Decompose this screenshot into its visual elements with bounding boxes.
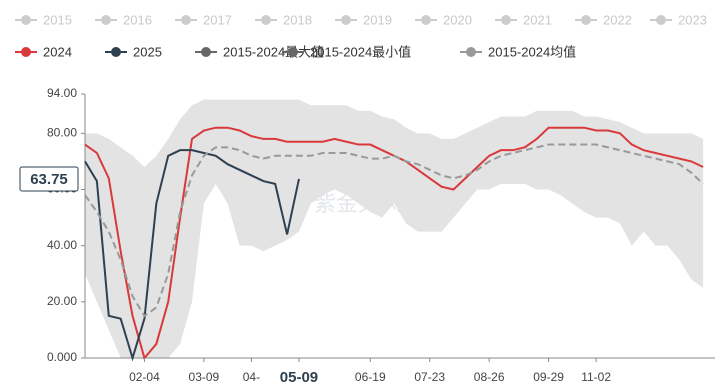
x-tick-label: 09-29	[533, 370, 564, 384]
y-tick-label: 80.00	[47, 125, 77, 139]
legend-marker	[656, 15, 666, 25]
legend-marker	[111, 47, 121, 57]
legend-marker	[288, 47, 298, 57]
legend-label: 2020	[443, 12, 472, 27]
legend-marker	[101, 15, 111, 25]
y-tick-label: 0.000	[47, 350, 77, 364]
legend-marker	[341, 15, 351, 25]
legend-label: 2016	[123, 12, 152, 27]
y-tick-label: 20.00	[47, 294, 77, 308]
value-readout: 63.75	[30, 171, 68, 188]
x-tick-label: 04-	[243, 370, 260, 384]
legend-label: 2015-2024均值	[488, 44, 576, 59]
legend-label: 2017	[203, 12, 232, 27]
legend-label: 2015-2024最大值	[223, 44, 324, 59]
legend-label: 2024	[43, 44, 72, 59]
y-tick-label: 94.00	[47, 86, 77, 100]
legend-marker	[501, 15, 511, 25]
legend-label: 2021	[523, 12, 552, 27]
legend-label: 2023	[678, 12, 707, 27]
legend-marker	[21, 47, 31, 57]
series-line	[84, 149, 300, 362]
x-tick-label: 08-26	[474, 370, 505, 384]
x-tick-label: 03-09	[189, 370, 220, 384]
legend-label: 2015	[43, 12, 72, 27]
legend-marker	[181, 15, 191, 25]
series-line	[84, 143, 704, 318]
range-band	[85, 99, 704, 359]
y-tick-label: 40.00	[47, 238, 77, 252]
x-tick-label: 11-02	[581, 370, 611, 384]
legend-marker	[201, 47, 211, 57]
x-tick-label: 02-04	[129, 370, 160, 384]
legend-marker	[581, 15, 591, 25]
legend-marker	[21, 15, 31, 25]
legend-label: 2015-2024最小值	[310, 44, 411, 59]
legend-marker	[261, 15, 271, 25]
x-tick-label: 06-19	[355, 370, 386, 384]
x-tick-label: 05-09	[280, 369, 318, 386]
legend-marker	[421, 15, 431, 25]
legend-label: 2022	[603, 12, 632, 27]
legend-label: 2019	[363, 12, 392, 27]
x-tick-label: 07-23	[414, 370, 445, 384]
value-readout-box	[19, 166, 79, 192]
legend-marker	[466, 47, 476, 57]
legend-label: 2025	[133, 44, 162, 59]
legend-label: 2018	[283, 12, 312, 27]
